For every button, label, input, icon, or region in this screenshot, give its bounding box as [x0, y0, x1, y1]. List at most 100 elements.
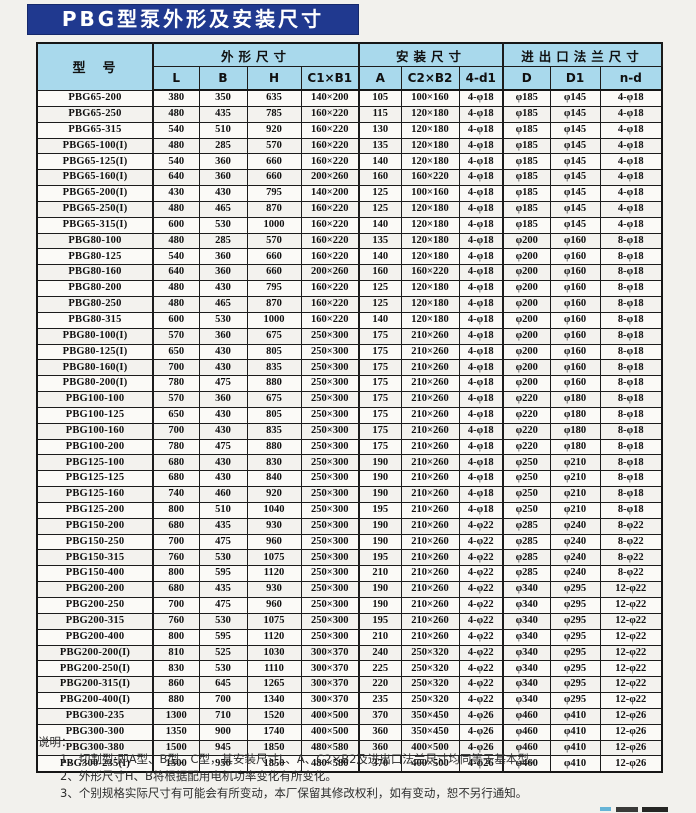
table-row: PBG300-380 1500 945 1850 480×580 360 400×500 4-… — [36, 739, 663, 757]
table-row: PBG80-100(I) 570 360 675 250×300 175 210×260 4-… — [36, 327, 663, 345]
value-cell: φ160 — [549, 343, 601, 361]
value-cell: 4-φ26 — [458, 739, 505, 757]
value-cell: 370 — [358, 755, 402, 773]
value-cell: φ340 — [502, 676, 551, 694]
value-cell: φ145 — [549, 105, 601, 123]
model-cell: PBG200-400 — [36, 628, 154, 646]
value-cell: 250×320 — [400, 660, 460, 678]
value-cell: 4-φ18 — [458, 406, 505, 424]
value-cell: 960 — [246, 533, 302, 551]
value-cell: φ185 — [502, 89, 551, 107]
model-cell: PBG300-235 — [36, 707, 154, 725]
value-cell: 510 — [198, 501, 248, 519]
table-row: PBG80-315 600 530 1000 160×220 140 120×180 4-φ1… — [36, 311, 663, 329]
table-row: PBG80-125(I) 650 430 805 250×300 175 210×260 4-… — [36, 343, 663, 361]
value-cell: 8-φ22 — [599, 517, 663, 535]
value-cell: 480 — [152, 105, 200, 123]
value-cell: 4-φ22 — [458, 581, 505, 598]
value-cell: 210×260 — [400, 581, 460, 598]
value-cell: φ250 — [502, 470, 551, 488]
value-cell: 400×500 — [400, 755, 460, 773]
value-cell: 135 — [358, 232, 402, 250]
notes-label: 说明： — [38, 735, 73, 749]
value-cell: 12-φ22 — [599, 581, 663, 598]
model-cell: PBG150-400 — [36, 565, 154, 583]
value-cell: 12-φ26 — [599, 755, 663, 773]
model-cell: PBG65-315(I) — [36, 216, 154, 234]
header-col-L: L — [152, 66, 200, 91]
value-cell: 120×180 — [400, 200, 460, 218]
value-cell: 4-φ18 — [599, 153, 663, 171]
value-cell: 8-φ18 — [599, 232, 663, 250]
value-cell: φ210 — [549, 501, 601, 519]
value-cell: 210×260 — [400, 517, 460, 535]
model-cell: PBG200-250(I) — [36, 660, 154, 678]
value-cell: 600 — [152, 311, 200, 329]
value-cell: 4-φ18 — [458, 359, 505, 377]
value-cell: 250×300 — [300, 422, 361, 440]
value-cell: 700 — [152, 597, 200, 614]
value-cell: φ160 — [549, 264, 601, 282]
value-cell: 4-φ18 — [458, 153, 505, 171]
model-cell: PBG65-160(I) — [36, 169, 154, 187]
value-cell: 8-φ22 — [599, 565, 663, 583]
value-cell: 4-φ18 — [458, 343, 505, 361]
value-cell: 880 — [246, 438, 302, 456]
value-cell: 250×300 — [300, 501, 361, 519]
value-cell: 400×500 — [300, 723, 361, 741]
table-row: PBG65-125(I) 540 360 660 160×220 140 120×180 4-… — [36, 153, 663, 171]
value-cell: 4-φ18 — [458, 375, 505, 393]
value-cell: 300×370 — [300, 676, 361, 694]
value-cell: φ210 — [549, 486, 601, 503]
value-cell: φ185 — [502, 216, 551, 234]
value-cell: 120×180 — [400, 153, 460, 171]
value-cell: 4-φ22 — [458, 660, 505, 678]
model-cell: PBG150-200 — [36, 517, 154, 535]
table-row: PBG65-200(I) 430 430 795 140×200 125 100×160 4-… — [36, 185, 663, 202]
value-cell: 250×300 — [300, 565, 361, 583]
value-cell: 930 — [246, 581, 302, 598]
model-cell: PBG80-125(I) — [36, 343, 154, 361]
value-cell: 4-φ22 — [458, 644, 505, 662]
header-col-A: A — [358, 66, 402, 91]
value-cell: 8-φ18 — [599, 438, 663, 456]
model-cell: PBG200-200(I) — [36, 644, 154, 662]
value-cell: φ160 — [549, 295, 601, 313]
header-col-4-d1: 4-d1 — [458, 66, 505, 91]
value-cell: 480 — [152, 200, 200, 218]
value-cell: φ340 — [502, 612, 551, 630]
value-cell: 1300 — [152, 707, 200, 725]
value-cell: 4-φ18 — [458, 280, 505, 297]
value-cell: 120×180 — [400, 232, 460, 250]
value-cell: 860 — [152, 676, 200, 694]
value-cell: 4-φ18 — [458, 391, 505, 408]
value-cell: 8-φ18 — [599, 295, 663, 313]
value-cell: 4-φ18 — [458, 470, 505, 488]
value-cell: φ210 — [549, 454, 601, 472]
value-cell: 250×300 — [300, 612, 361, 630]
model-cell: PBG200-200 — [36, 581, 154, 598]
value-cell: φ200 — [502, 327, 551, 345]
value-cell: 4-φ18 — [599, 216, 663, 234]
value-cell: 175 — [358, 375, 402, 393]
value-cell: 120×180 — [400, 311, 460, 329]
value-cell: 210×260 — [400, 359, 460, 377]
value-cell: 570 — [246, 232, 302, 250]
value-cell: 800 — [152, 628, 200, 646]
value-cell: 160×220 — [400, 264, 460, 282]
table-row: PBG150-250 700 475 960 250×300 190 210×260 4-φ2… — [36, 533, 663, 551]
value-cell: 1120 — [246, 565, 302, 583]
value-cell: 650 — [152, 406, 200, 424]
value-cell: 160×220 — [300, 216, 361, 234]
header-column-row: L B H C1×B1 A C2×B2 4-d1 D D1 n-d — [37, 66, 663, 91]
value-cell: 780 — [152, 375, 200, 393]
value-cell: 4-φ18 — [599, 200, 663, 218]
value-cell: 300×370 — [300, 660, 361, 678]
table-row: PBG65-100(I) 480 285 570 160×220 135 120×180 4-… — [36, 137, 663, 155]
value-cell: 285 — [198, 137, 248, 155]
value-cell: 130 — [358, 121, 402, 139]
value-cell: 475 — [198, 533, 248, 551]
value-cell: 4-φ22 — [458, 549, 505, 567]
value-cell: 460 — [198, 486, 248, 503]
table-row: PBG65-200 380 350 635 140×200 105 100×160 4-φ18… — [36, 89, 663, 107]
